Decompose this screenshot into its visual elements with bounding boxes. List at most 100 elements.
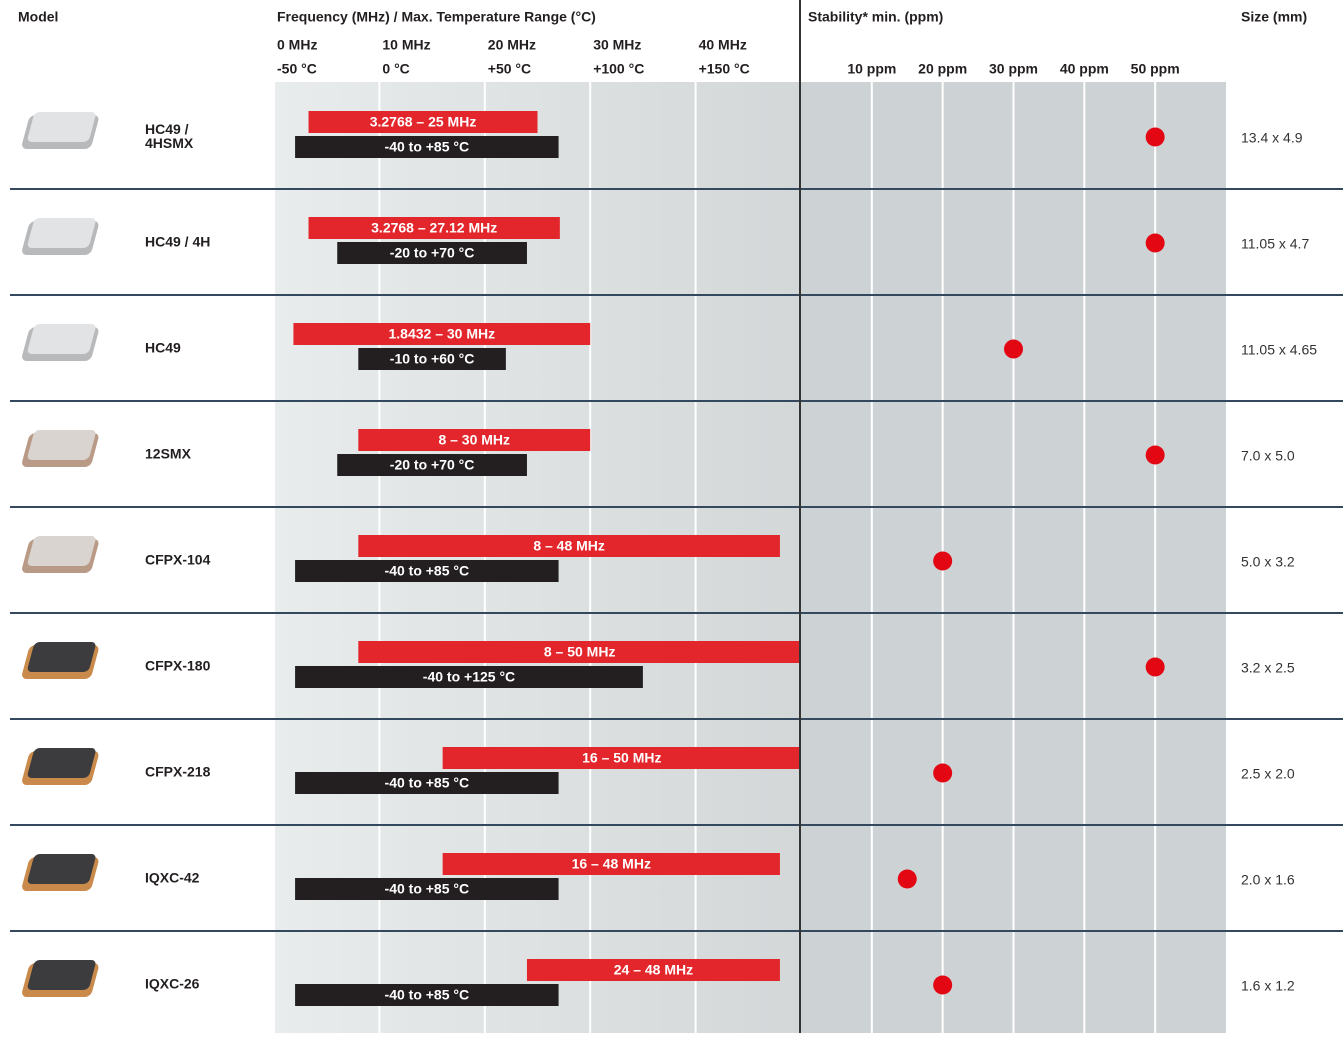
frequency-bar xyxy=(293,323,591,345)
chip-top xyxy=(27,960,96,990)
x2-tick-label: +150 °C xyxy=(699,61,750,77)
x-tick-label: 40 MHz xyxy=(699,37,747,53)
temperature-bar xyxy=(295,666,643,688)
size-value: 5.0 x 3.2 xyxy=(1241,554,1295,570)
product-image xyxy=(22,324,99,361)
temperature-label: -40 to +125 °C xyxy=(423,669,515,685)
product-image xyxy=(22,642,99,679)
stability-dot xyxy=(933,551,953,571)
size-value: 1.6 x 1.2 xyxy=(1241,978,1295,994)
x-tick-label: 30 MHz xyxy=(593,37,641,53)
product-image xyxy=(22,112,99,149)
frequency-label: 24 – 48 MHz xyxy=(614,962,693,978)
stability-dot xyxy=(933,763,953,783)
x-tick-label: 10 MHz xyxy=(382,37,430,53)
temperature-label: -40 to +85 °C xyxy=(385,563,470,579)
size-value: 2.5 x 2.0 xyxy=(1241,766,1295,782)
product-image xyxy=(22,960,99,997)
temperature-bar xyxy=(295,136,559,158)
product-image xyxy=(22,748,99,785)
x-tick-label: 20 MHz xyxy=(488,37,536,53)
temperature-label: -40 to +85 °C xyxy=(385,987,470,1003)
stability-tick-label: 40 ppm xyxy=(1060,61,1109,77)
stability-dot xyxy=(897,869,917,889)
frequency-bar xyxy=(442,747,801,769)
stability-tick-label: 20 ppm xyxy=(918,61,967,77)
x2-tick-label: -50 °C xyxy=(277,61,317,77)
stability-tick-label: 30 ppm xyxy=(989,61,1038,77)
frequency-bar xyxy=(442,853,780,875)
stability-tick-label: 10 ppm xyxy=(847,61,896,77)
frequency-label: 3.2768 – 25 MHz xyxy=(370,114,477,130)
chip-top xyxy=(27,642,96,672)
temperature-bar xyxy=(295,560,559,582)
stability-tick-label: 50 ppm xyxy=(1131,61,1180,77)
chip-top xyxy=(27,536,96,566)
model-name: HC49 / 4H xyxy=(145,234,210,250)
chip-top xyxy=(27,748,96,778)
frequency-label: 3.2768 – 27.12 MHz xyxy=(371,220,497,236)
product-image xyxy=(22,430,99,467)
frequency-bar xyxy=(358,641,801,663)
x2-tick-label: 0 °C xyxy=(382,61,409,77)
stability-dot xyxy=(1145,127,1165,147)
temperature-bar xyxy=(337,454,527,476)
temperature-bar xyxy=(358,348,506,370)
chip-top xyxy=(27,854,96,884)
size-value: 13.4 x 4.9 xyxy=(1241,130,1303,146)
frequency-label: 8 – 30 MHz xyxy=(438,432,510,448)
model-name: IQXC-26 xyxy=(145,976,200,992)
frequency-label: 16 – 48 MHz xyxy=(572,856,651,872)
x-tick-label: 0 MHz xyxy=(277,37,317,53)
temperature-bar xyxy=(295,772,559,794)
stability-dot xyxy=(1004,339,1023,359)
model-name: IQXC-42 xyxy=(145,870,200,886)
model-name: HC49 xyxy=(145,340,181,356)
product-image xyxy=(22,218,99,255)
size-value: 3.2 x 2.5 xyxy=(1241,660,1295,676)
temperature-bar xyxy=(295,878,559,900)
size-value: 7.0 x 5.0 xyxy=(1241,448,1295,464)
frequency-label: 8 – 50 MHz xyxy=(544,644,616,660)
chip-top xyxy=(27,430,96,460)
temperature-label: -20 to +70 °C xyxy=(390,245,475,261)
model-name-line: HC49 / xyxy=(145,121,189,137)
temperature-label: -20 to +70 °C xyxy=(390,457,475,473)
frequency-bar xyxy=(358,429,591,451)
temperature-label: -40 to +85 °C xyxy=(385,139,470,155)
model-name: CFPX-104 xyxy=(145,552,211,568)
frequency-label: 1.8432 – 30 MHz xyxy=(389,326,496,342)
temperature-bar xyxy=(337,242,527,264)
model-name: CFPX-218 xyxy=(145,764,211,780)
chip-top xyxy=(27,324,96,354)
stability-dot xyxy=(1145,445,1165,465)
temperature-label: -40 to +85 °C xyxy=(385,881,470,897)
temperature-label: -10 to +60 °C xyxy=(390,351,475,367)
temperature-label: -40 to +85 °C xyxy=(385,775,470,791)
header-frequency: Frequency (MHz) / Max. Temperature Range… xyxy=(277,9,596,25)
model-name-line: 4HSMX xyxy=(145,135,194,151)
model-name: HC49 /4HSMX xyxy=(145,121,194,151)
model-name: CFPX-180 xyxy=(145,658,211,674)
header-model: Model xyxy=(18,9,58,25)
stability-dot xyxy=(933,975,953,995)
header-stability: Stability* min. (ppm) xyxy=(808,9,943,25)
chip-top xyxy=(27,218,96,248)
size-value: 11.05 x 4.65 xyxy=(1241,342,1317,358)
size-value: 11.05 x 4.7 xyxy=(1241,236,1309,252)
model-name: 12SMX xyxy=(145,446,192,462)
header-size: Size (mm) xyxy=(1241,9,1307,25)
stability-dot xyxy=(1145,657,1165,677)
product-image xyxy=(22,854,99,891)
frequency-bar xyxy=(308,111,538,133)
chip-top xyxy=(27,112,96,142)
frequency-bar xyxy=(308,217,560,239)
x2-tick-label: +50 °C xyxy=(488,61,531,77)
stability-dot xyxy=(1145,233,1165,253)
frequency-label: 8 – 48 MHz xyxy=(533,538,605,554)
frequency-bar xyxy=(526,959,780,981)
product-image xyxy=(22,536,99,573)
frequency-label: 16 – 50 MHz xyxy=(582,750,661,766)
frequency-bar xyxy=(358,535,780,557)
